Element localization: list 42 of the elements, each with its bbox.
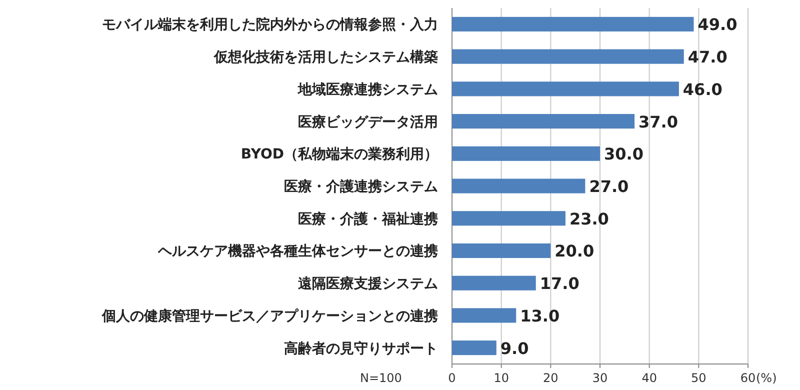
x-tick-label: 30: [592, 371, 608, 385]
data-label: 9.0: [500, 338, 529, 358]
bar: [452, 308, 516, 323]
data-label: 47.0: [688, 48, 728, 67]
y-tick-label: 医療・介護・福祉連携: [298, 210, 438, 228]
y-tick-label: 医療・介護連携システム: [284, 178, 438, 195]
x-tick-label: 0: [448, 371, 456, 385]
y-tick-label: BYOD（私物端末の業務利用）: [240, 146, 438, 163]
data-label: 49.0: [698, 15, 738, 34]
bar: [452, 340, 496, 356]
x-tick-label: 40: [642, 371, 657, 385]
data-label: 37.0: [638, 112, 678, 132]
y-tick-label: モバイル端末を利用した院内外からの情報参照・入力: [102, 16, 438, 34]
data-label: 20.0: [554, 242, 594, 261]
y-tick-label: 医療ビッグデータ活用: [298, 113, 438, 130]
bar: [452, 16, 694, 32]
data-label: 23.0: [569, 209, 609, 228]
x-tick-label: 10: [494, 371, 509, 385]
bar: [452, 82, 679, 96]
y-tick-label: 高齢者の見守りサポート: [284, 340, 438, 357]
bar: [452, 276, 536, 290]
data-label: 13.0: [520, 306, 560, 326]
x-axis-title: (%): [756, 371, 777, 385]
y-tick-label: ヘルスケア機器や各種生体センサーとの連携: [157, 242, 438, 260]
text: N=100: [360, 371, 402, 385]
bar: [452, 114, 635, 129]
bar: [452, 178, 586, 194]
x-tick-label: 60: [740, 371, 756, 385]
y-tick-label: 個人の健康管理サービス／アプリケーションとの連携: [101, 307, 438, 324]
bar: [452, 211, 566, 226]
x-tick-label: 50: [691, 371, 706, 385]
bar: [452, 146, 600, 161]
data-label: 17.0: [540, 274, 580, 294]
data-label: 27.0: [589, 177, 629, 196]
data-label: 46.0: [682, 80, 722, 99]
data-label: 30.0: [604, 144, 644, 164]
y-tick-label: 地域医療連携システム: [297, 80, 438, 98]
bar: [452, 243, 551, 258]
x-tick-label: 20: [543, 371, 558, 385]
y-tick-label: 仮想化技術を活用したシステム構築: [213, 50, 438, 66]
bar: [452, 49, 684, 64]
y-tick-label: 遠隔医療支援システム: [297, 275, 438, 292]
